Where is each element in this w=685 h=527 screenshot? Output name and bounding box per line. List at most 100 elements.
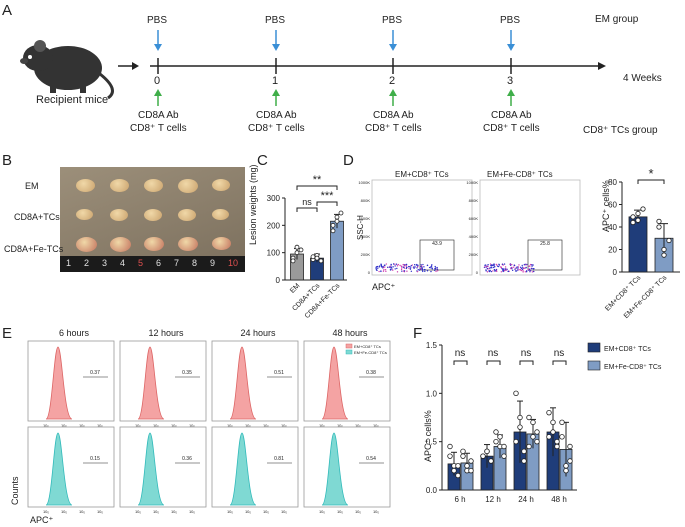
flow-event <box>504 268 506 270</box>
data-point <box>550 429 556 435</box>
flow-event <box>487 264 489 266</box>
histogram-grid: 6 hours 0.37 10₀ 10₀ 10₀ 10₀ 0.15 10₀ 10₀ 10₀ 10₀ 1… <box>27 328 391 514</box>
histogram-frame <box>27 340 115 422</box>
histogram-x-tick: 10₀ <box>263 509 269 514</box>
pbs-label: PBS <box>382 15 403 26</box>
histogram-x-tick: 10₀ <box>153 509 159 514</box>
flow-event <box>502 269 504 272</box>
data-point <box>460 453 466 459</box>
flow-event <box>418 269 421 271</box>
panel-label-b: B <box>2 152 13 169</box>
y-tick-label: 20 <box>608 246 617 255</box>
flow-event <box>410 265 413 267</box>
histogram-time-label: 6 hours <box>59 328 90 338</box>
flow-event <box>492 270 494 272</box>
flow-event <box>414 266 416 268</box>
flow-gate-value: 43.9 <box>432 241 442 247</box>
histogram-peak <box>321 432 349 506</box>
flow-event <box>490 270 493 273</box>
flow-event <box>392 263 395 265</box>
flow-event <box>490 265 493 267</box>
histogram-peak <box>229 432 257 506</box>
flow-y-tick: 200K <box>361 252 371 257</box>
treatment-arrowhead <box>154 89 162 96</box>
cd8-t-cells-label: CD8⁺ T cells <box>248 123 305 134</box>
histogram-frame <box>119 340 207 422</box>
flow-d-xlabel: APC⁺ <box>372 282 396 292</box>
data-point <box>314 255 320 261</box>
flow-y-tick: 800K <box>361 198 371 203</box>
data-point <box>550 419 556 426</box>
flow-event <box>422 270 424 273</box>
flow-event <box>531 263 533 266</box>
data-point <box>455 463 461 469</box>
sig-bracket <box>296 185 338 190</box>
flow-event <box>402 270 405 272</box>
y-tick-label: 0 <box>276 276 281 285</box>
histogram-x-tick: 10₀ <box>97 423 103 428</box>
y-tick-label: 1.5 <box>426 341 438 350</box>
histogram-time-label: 48 hours <box>332 328 368 338</box>
flow-event <box>400 265 403 268</box>
histogram-gate-value: 0.81 <box>274 456 284 462</box>
data-point <box>630 214 636 220</box>
data-point <box>656 224 662 230</box>
photo-row-cd8a: CD8A+TCs <box>14 212 60 222</box>
flow-event <box>423 268 426 271</box>
x-tick-label: 6 h <box>454 495 465 504</box>
flow-event <box>491 267 493 269</box>
flow-event <box>492 266 495 269</box>
flow-scatter-plots: 1000K 800K 600K 400K 200K 0 43.9 1000K 800K 600K 4… <box>358 179 581 276</box>
flow-event <box>402 263 404 266</box>
lesion-sample <box>110 179 129 192</box>
flow-event <box>522 271 524 273</box>
pbs-arrowhead <box>154 44 162 51</box>
flow-event <box>488 270 490 272</box>
sig-bracket <box>296 207 318 212</box>
flow-event <box>411 264 413 266</box>
lesion-sample <box>178 237 198 251</box>
histogram-x-tick: 10₀ <box>227 423 233 428</box>
sig-bracket <box>486 360 501 365</box>
data-point <box>559 419 565 426</box>
sig-bracket <box>453 360 468 365</box>
flow-event <box>378 270 380 273</box>
flow-y-tick: 400K <box>361 234 371 239</box>
flow-event <box>392 266 394 268</box>
legend-label: EM+CD8⁺ TCs <box>354 344 381 349</box>
legend-swatch <box>345 343 353 349</box>
flow-y-tick: 200K <box>469 252 479 257</box>
histogram-x-tick: 10₀ <box>281 509 287 514</box>
histogram-frame <box>119 426 207 508</box>
legend-label: EM+Fe-CD8⁺ TCs <box>604 364 662 371</box>
histogram-frame <box>211 426 299 508</box>
data-point <box>468 458 474 464</box>
flow-event <box>417 268 419 271</box>
histogram-x-tick: 10₀ <box>97 509 103 514</box>
histogram-x-tick: 10₀ <box>373 509 379 514</box>
flow-event <box>517 267 519 269</box>
em-group-label: EM group <box>595 14 639 25</box>
ruler-number: 7 <box>174 258 180 268</box>
x-tick-label: 24 h <box>518 495 534 504</box>
flow-event <box>533 270 535 273</box>
data-point <box>661 246 667 253</box>
flow-plot-frame <box>479 179 581 276</box>
histogram-x-tick: 10₀ <box>135 509 141 514</box>
sig-bracket <box>637 179 665 184</box>
y-tick-label: 200 <box>267 221 281 230</box>
histogram-frame <box>211 340 299 422</box>
data-point <box>513 390 519 397</box>
data-point <box>640 206 646 212</box>
data-point <box>310 254 316 260</box>
data-point <box>530 434 536 440</box>
flow-event <box>523 264 526 266</box>
legend-label: EM+Fe-CD8⁺ TCs <box>354 350 387 355</box>
data-point <box>513 438 519 445</box>
flow-event <box>525 266 527 269</box>
data-point <box>546 434 552 440</box>
y-tick-label: 0.0 <box>426 486 438 495</box>
flow-event <box>430 270 432 273</box>
